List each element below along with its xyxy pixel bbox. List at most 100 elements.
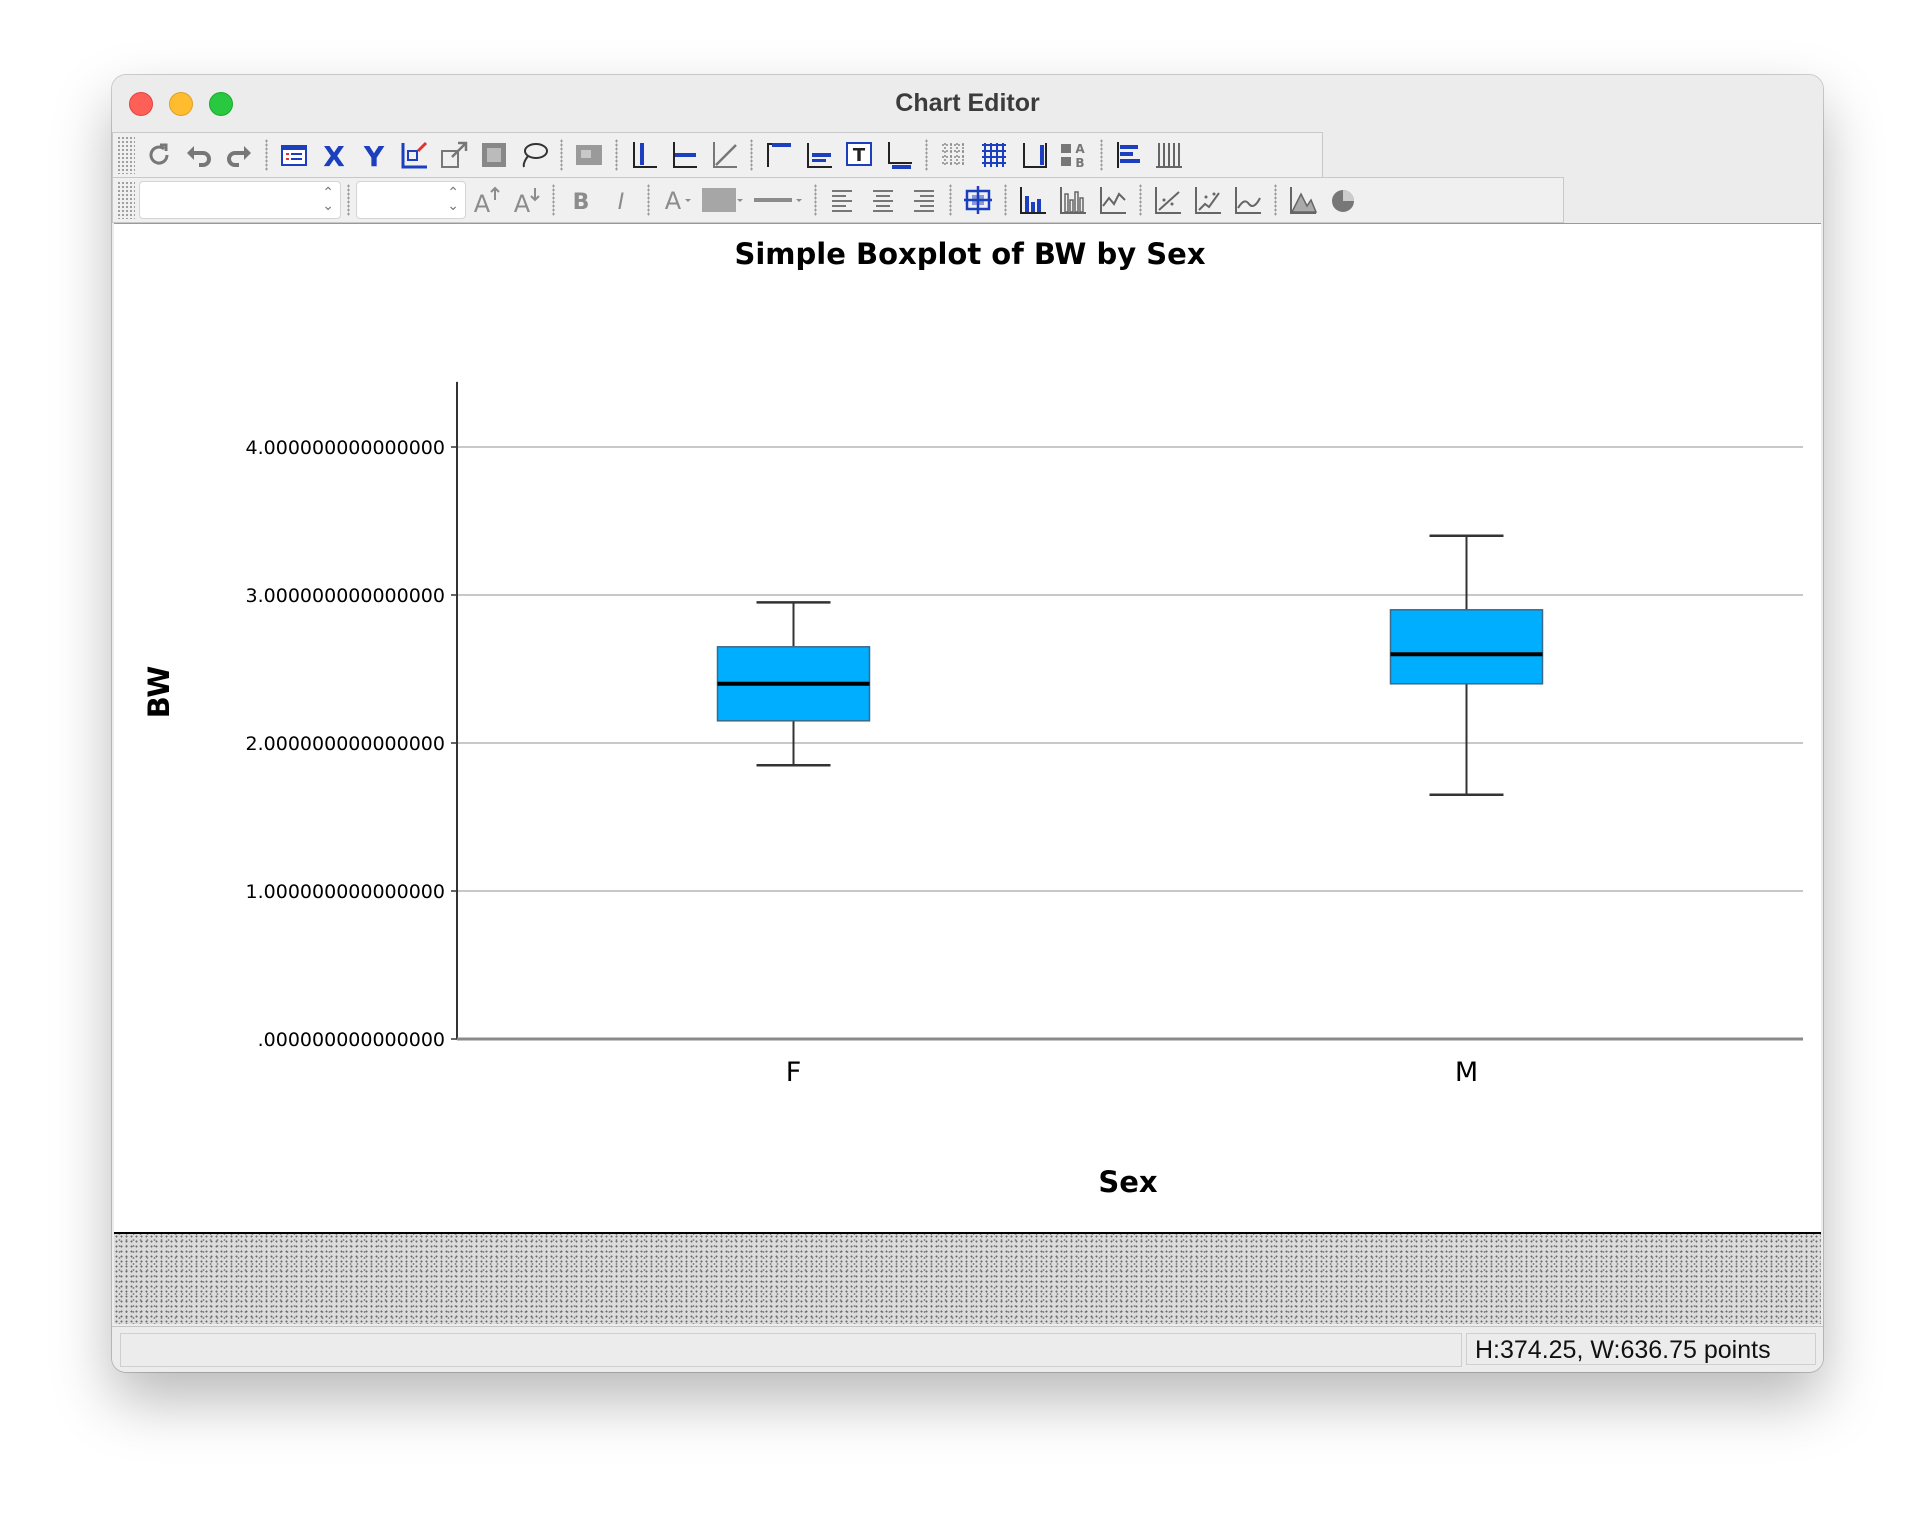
- toolbar-separator: [347, 184, 350, 216]
- clustered-bar-icon[interactable]: [1053, 180, 1093, 220]
- transpose-icon[interactable]: [1109, 135, 1149, 175]
- x-axis-icon[interactable]: X: [314, 135, 354, 175]
- boxes[interactable]: [716, 534, 1544, 797]
- text-color-icon[interactable]: A: [656, 180, 696, 220]
- line-style-icon[interactable]: [748, 180, 808, 220]
- line-chart-icon[interactable]: [1093, 180, 1133, 220]
- font-name-combo[interactable]: ⌃ ⌄: [139, 181, 341, 219]
- window-title: Chart Editor: [895, 89, 1040, 117]
- svg-text:Y: Y: [363, 140, 385, 171]
- box-iqr[interactable]: [1389, 609, 1544, 685]
- chart-canvas[interactable]: Simple Boxplot of BW by Sex .00000000000…: [114, 223, 1821, 1235]
- pie-chart-icon[interactable]: [1323, 180, 1363, 220]
- toolbar-separator: [615, 139, 618, 171]
- y-axis-icon[interactable]: Y: [354, 135, 394, 175]
- grid-lines-icon[interactable]: [974, 135, 1014, 175]
- textbox-icon[interactable]: T: [839, 135, 879, 175]
- chevron-updown-icon: ⌃ ⌄: [447, 184, 459, 213]
- toolbar-separator: [925, 139, 928, 171]
- axis-lines-icon[interactable]: [1014, 135, 1054, 175]
- x-tick-label[interactable]: M: [1455, 1057, 1478, 1088]
- status-bar: H:374.25, W:636.75 points: [112, 1326, 1823, 1372]
- svg-text:A: A: [474, 190, 491, 216]
- svg-text:B: B: [1075, 156, 1084, 170]
- y-tick-label[interactable]: .000000000000000: [258, 1029, 445, 1051]
- svg-text:I: I: [618, 190, 625, 215]
- data-label-icon[interactable]: [569, 135, 609, 175]
- smooth-line-icon[interactable]: [1228, 180, 1268, 220]
- toolbar-separator: [647, 184, 650, 216]
- align-center-icon[interactable]: [863, 180, 903, 220]
- decrease-font-icon[interactable]: A: [506, 180, 546, 220]
- font-size-combo[interactable]: ⌃ ⌄: [356, 181, 466, 219]
- title-icon[interactable]: [759, 135, 799, 175]
- toolbar-separator: [265, 139, 268, 171]
- footnote-icon[interactable]: [879, 135, 919, 175]
- boxplot-chart[interactable]: Simple Boxplot of BW by Sex .00000000000…: [114, 224, 1821, 1232]
- toolbar-separator: [560, 139, 563, 171]
- increase-font-icon[interactable]: A: [466, 180, 506, 220]
- x-ref-line-icon[interactable]: [664, 135, 704, 175]
- rescale-icon[interactable]: [434, 135, 474, 175]
- toolbar-separator: [814, 184, 817, 216]
- align-left-icon[interactable]: [823, 180, 863, 220]
- refresh-icon[interactable]: [139, 135, 179, 175]
- select-data-icon[interactable]: [394, 135, 434, 175]
- toolbar-separator: [949, 184, 952, 216]
- annotation-icon[interactable]: [799, 135, 839, 175]
- y-tick-label[interactable]: 1.000000000000000: [246, 881, 445, 903]
- title-bar: Chart Editor: [112, 75, 1823, 131]
- y-tick-label[interactable]: 4.000000000000000: [246, 437, 445, 459]
- interpolation-icon[interactable]: [1188, 180, 1228, 220]
- bar-chart-icon[interactable]: [1013, 180, 1053, 220]
- move-icon[interactable]: [958, 180, 998, 220]
- box-F[interactable]: [716, 601, 871, 767]
- toolbar-grip[interactable]: [117, 181, 135, 219]
- maximize-button[interactable]: [209, 92, 233, 116]
- svg-text:A: A: [1075, 142, 1085, 156]
- close-button[interactable]: [129, 92, 153, 116]
- y-tick-label[interactable]: 2.000000000000000: [246, 733, 445, 755]
- fit-line-icon[interactable]: [704, 135, 744, 175]
- toolbar-separator: [1139, 184, 1142, 216]
- canvas-border: [114, 1232, 1821, 1235]
- chart-size-readout: H:374.25, W:636.75 points: [1466, 1333, 1816, 1365]
- fit-line-icon[interactable]: [1148, 180, 1188, 220]
- toolbar-separator: [1274, 184, 1277, 216]
- redo-icon[interactable]: [219, 135, 259, 175]
- y-axis-ticks[interactable]: .000000000000000 1.000000000000000 2.00000…: [246, 437, 457, 1051]
- bold-icon[interactable]: B: [561, 180, 601, 220]
- undo-icon[interactable]: [179, 135, 219, 175]
- toolbar-separator: [1004, 184, 1007, 216]
- minimize-button[interactable]: [169, 92, 193, 116]
- frame-icon[interactable]: [474, 135, 514, 175]
- area-chart-icon[interactable]: [1283, 180, 1323, 220]
- grid-icon[interactable]: [934, 135, 974, 175]
- toolbar-grip[interactable]: [117, 136, 135, 174]
- svg-text:T: T: [853, 145, 866, 166]
- bars-icon[interactable]: [1149, 135, 1189, 175]
- properties-icon[interactable]: [274, 135, 314, 175]
- lasso-icon[interactable]: [514, 135, 554, 175]
- chevron-updown-icon: ⌃ ⌄: [322, 184, 334, 213]
- canvas-background-area: [114, 1234, 1821, 1324]
- y-tick-label[interactable]: 3.000000000000000: [246, 585, 445, 607]
- chart-title[interactable]: Simple Boxplot of BW by Sex: [734, 237, 1205, 271]
- svg-text:X: X: [323, 140, 345, 171]
- y-axis-title[interactable]: BW: [142, 666, 176, 719]
- status-message: [120, 1333, 1462, 1367]
- x-tick-label[interactable]: F: [786, 1057, 802, 1088]
- svg-text:A: A: [665, 187, 682, 215]
- svg-text:A: A: [514, 190, 531, 216]
- toolbar-separator: [1100, 139, 1103, 171]
- fill-color-icon[interactable]: [696, 180, 748, 220]
- box-M[interactable]: [1389, 534, 1544, 797]
- italic-icon[interactable]: I: [601, 180, 641, 220]
- align-right-icon[interactable]: [903, 180, 943, 220]
- x-axis-title[interactable]: Sex: [1098, 1165, 1158, 1199]
- y-ref-line-icon[interactable]: [624, 135, 664, 175]
